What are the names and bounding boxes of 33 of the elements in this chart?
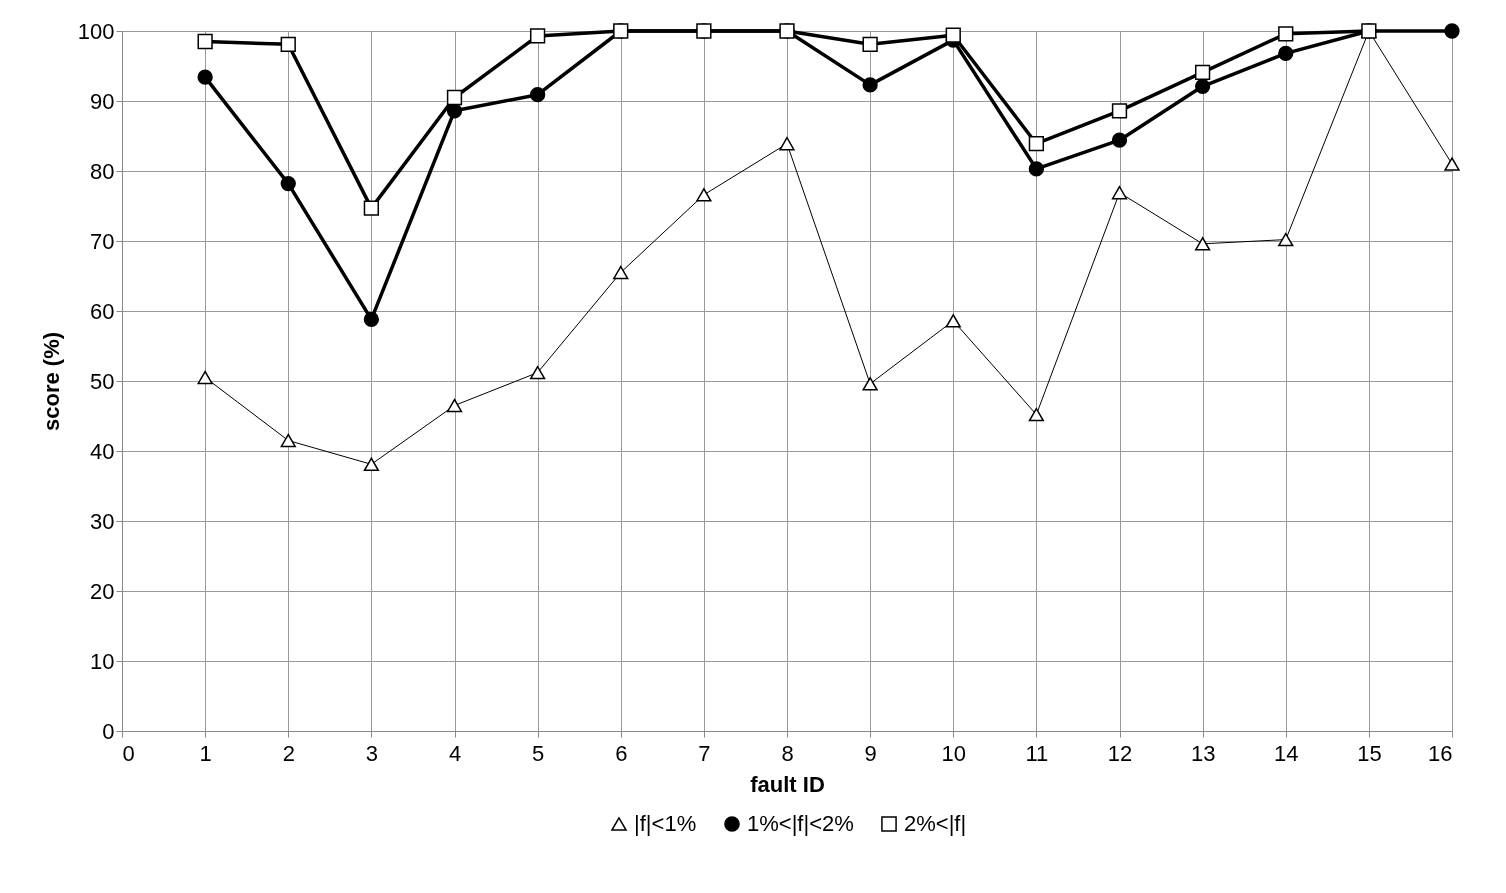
x-tick-label: 2	[282, 740, 295, 766]
x-tick-label: 0	[122, 740, 135, 766]
x-tick-label: 7	[698, 740, 711, 766]
y-tick-label: 90	[90, 88, 115, 114]
x-tick-label: 16	[1428, 740, 1453, 766]
y-tick-label: 30	[90, 508, 115, 534]
y-tick-label: 40	[90, 438, 115, 464]
x-tick-label: 8	[781, 740, 794, 766]
x-tick-label: 14	[1274, 740, 1299, 766]
legend-label: 1%<|f|<2%	[747, 811, 854, 836]
x-tick-label: 3	[365, 740, 378, 766]
y-tick-label: 10	[90, 648, 115, 674]
x-axis-title: fault ID	[750, 771, 825, 797]
x-tick-label: 11	[1025, 740, 1049, 766]
legend-label: |f|<1%	[634, 811, 697, 836]
y-tick-label: 20	[90, 578, 115, 604]
x-tick-label: 9	[864, 740, 877, 766]
y-axis-title: score (%)	[38, 331, 64, 432]
y-tick-label: 70	[90, 228, 115, 254]
x-tick-label: 1	[199, 740, 212, 766]
legend-label: 2%<|f|	[904, 811, 967, 836]
x-tick-label: 4	[448, 740, 462, 766]
y-tick-label: 0	[102, 718, 115, 744]
y-tick-label: 60	[90, 298, 115, 324]
x-tick-label: 12	[1107, 740, 1133, 766]
x-tick-label: 15	[1357, 740, 1382, 766]
y-tick-label: 50	[90, 368, 115, 394]
x-tick-label: 10	[941, 740, 966, 766]
x-tick-label: 6	[615, 740, 628, 766]
y-tick-label: 100	[77, 18, 115, 44]
y-tick-label: 80	[90, 158, 115, 184]
x-tick-label: 5	[532, 740, 545, 766]
x-tick-label: 13	[1190, 740, 1216, 766]
